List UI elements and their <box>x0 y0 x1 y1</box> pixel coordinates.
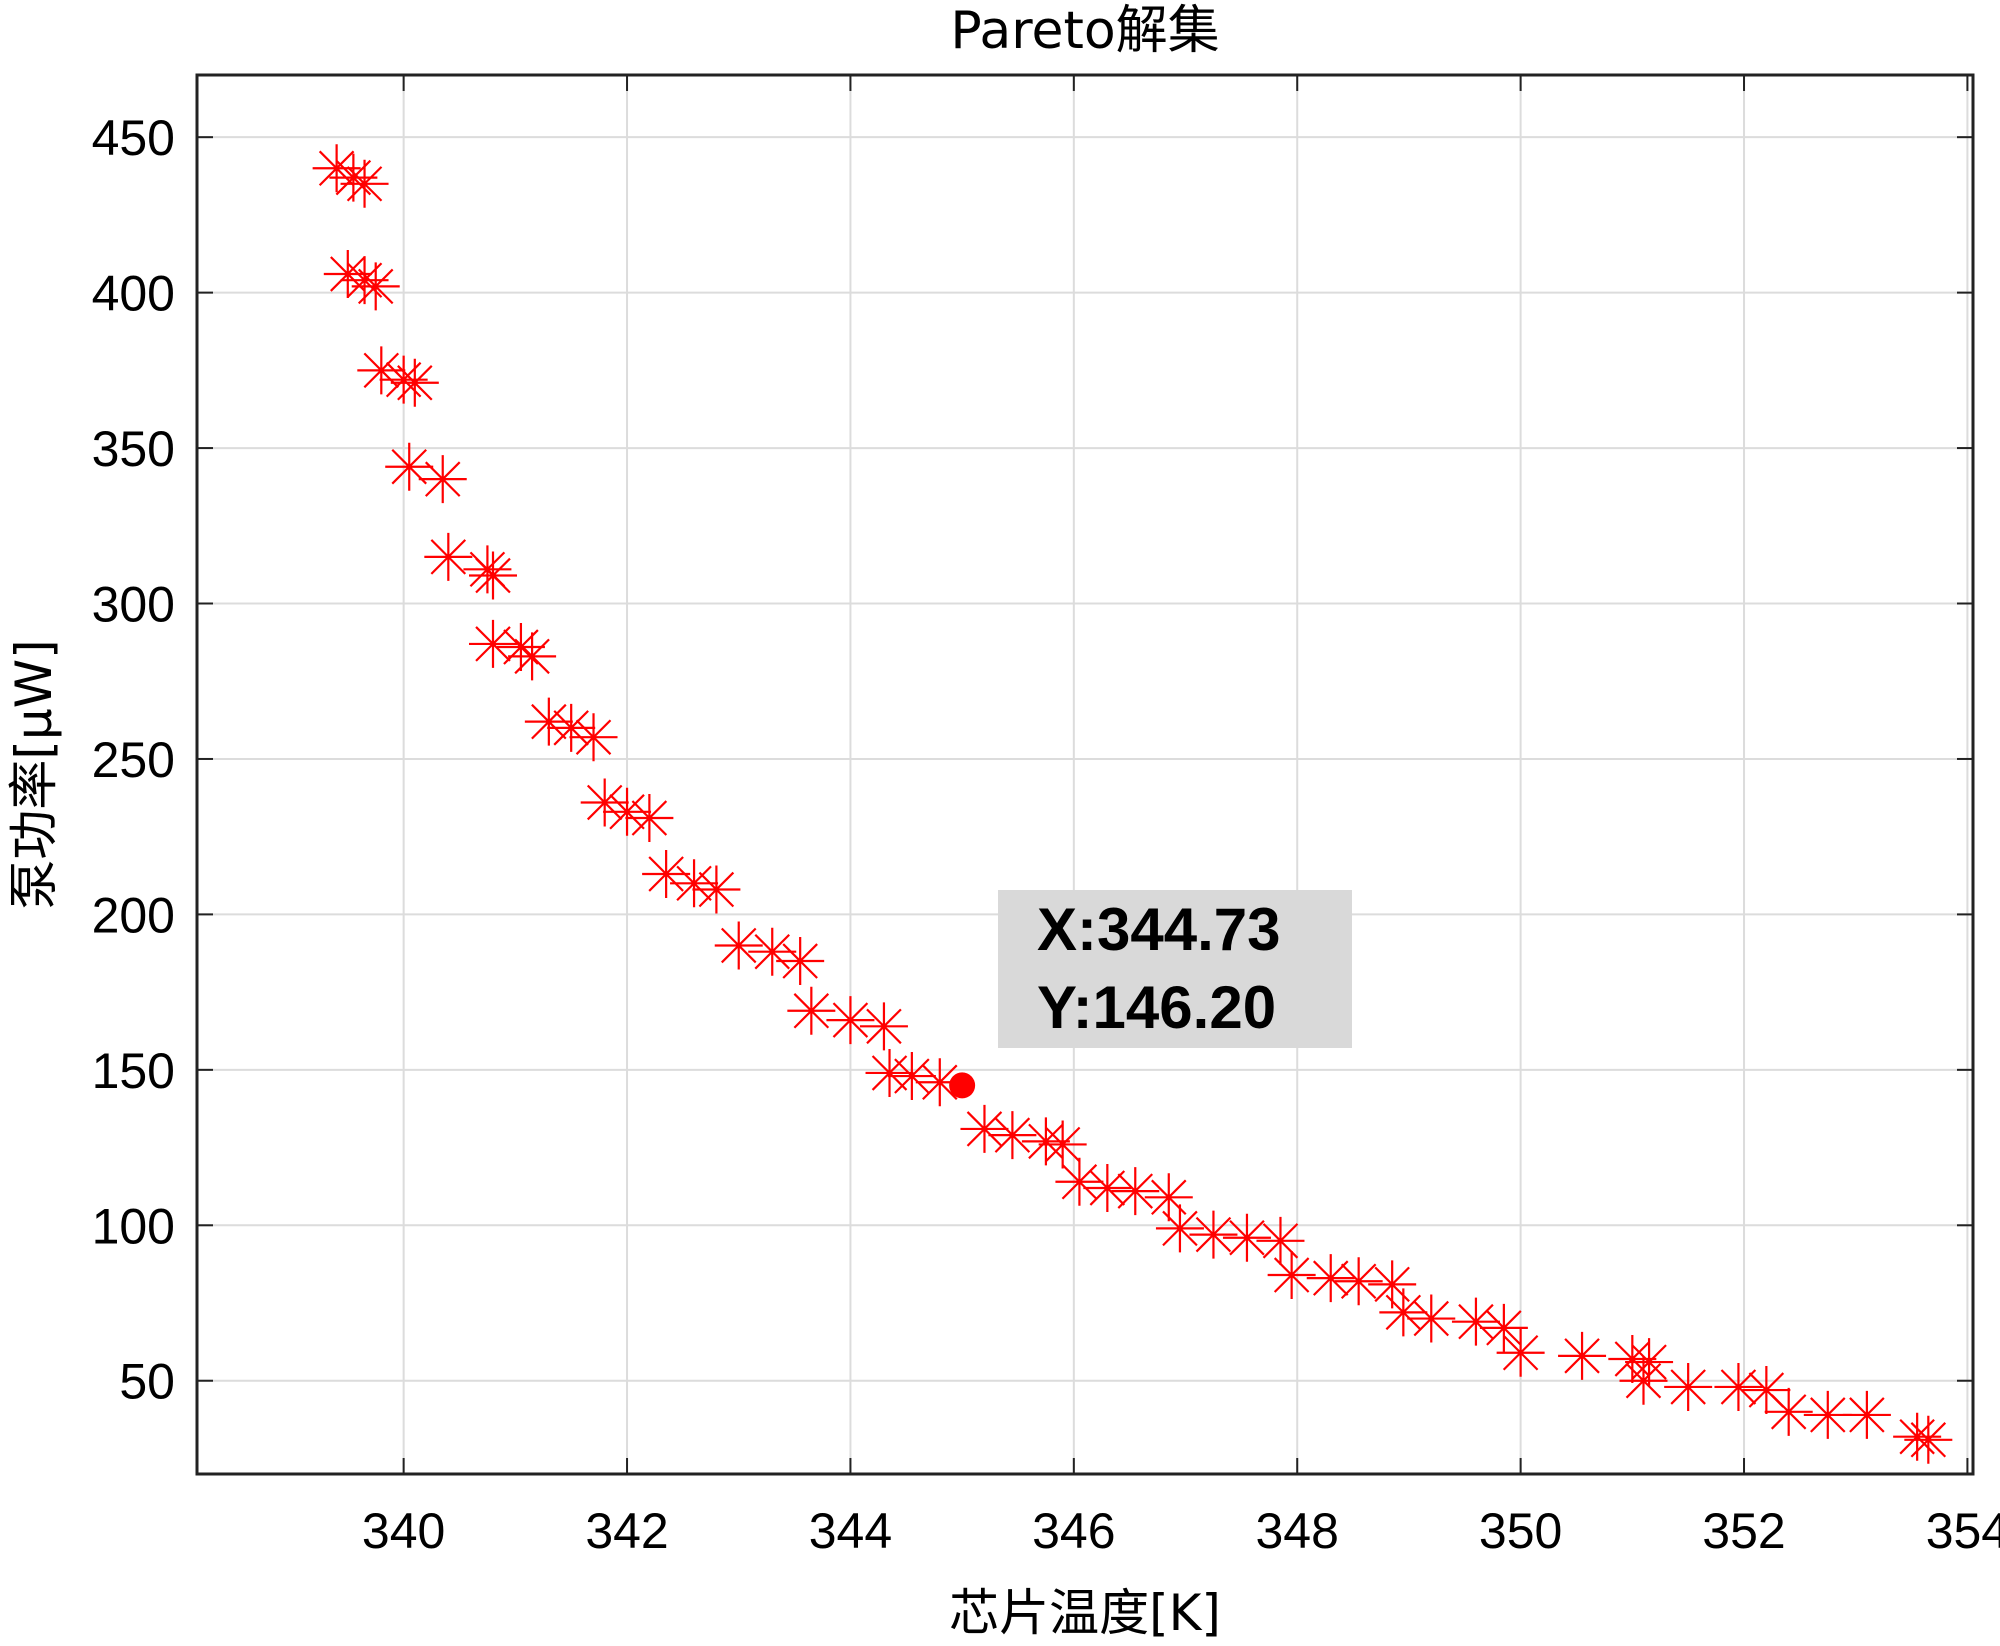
data-point <box>569 713 618 762</box>
data-point <box>1222 1213 1271 1262</box>
plot-area <box>197 75 1973 1474</box>
plot-frame <box>195 73 1975 1476</box>
chart-title: Pareto解集 <box>950 1 1219 61</box>
data-point <box>424 532 473 581</box>
data-point <box>1256 1216 1305 1265</box>
data-point <box>340 159 389 208</box>
data-point <box>1619 1356 1668 1405</box>
data-point <box>351 262 400 311</box>
data-point <box>865 1048 914 1097</box>
data-point <box>1479 1303 1528 1352</box>
datatip-y-label: Y:146.20 <box>1037 974 1276 1041</box>
y-axis-title: 泵功率[μW] <box>5 639 63 909</box>
data-point <box>1055 1157 1104 1206</box>
data-point <box>1189 1210 1238 1259</box>
x-tick-label: 340 <box>362 1503 445 1559</box>
data-point <box>1334 1257 1383 1306</box>
data-point <box>323 249 372 298</box>
data-point <box>960 1104 1009 1153</box>
data-point <box>859 1002 908 1051</box>
data-point <box>748 927 797 976</box>
x-tick-label: 350 <box>1479 1503 1562 1559</box>
data-point <box>1904 1415 1953 1464</box>
data-point <box>1803 1390 1852 1439</box>
data-point <box>1742 1366 1791 1415</box>
data-point <box>1111 1167 1160 1216</box>
data-point <box>1368 1260 1417 1309</box>
datatip-x-label: X:344.73 <box>1037 896 1281 963</box>
data-point <box>887 1052 936 1101</box>
axis-ticks: 340 342 344 346 348 350 352 354 50 100 150 200 250 30… <box>92 75 2000 1559</box>
data-point <box>1038 1120 1087 1169</box>
y-tick-label: 350 <box>92 421 175 477</box>
y-tick-label: 450 <box>92 110 175 166</box>
data-point <box>1379 1288 1428 1337</box>
x-tick-label: 346 <box>1032 1503 1115 1559</box>
data-point <box>329 153 378 202</box>
data-point <box>385 442 434 491</box>
y-tick-label: 250 <box>92 732 175 788</box>
data-point <box>390 358 439 407</box>
data-point <box>670 859 719 908</box>
data-point <box>508 632 557 681</box>
data-point <box>692 865 741 914</box>
data-point <box>1155 1204 1204 1253</box>
data-point <box>1306 1254 1355 1303</box>
x-tick-label: 342 <box>585 1503 668 1559</box>
data-point <box>524 697 573 746</box>
data-point <box>714 921 763 970</box>
datatip-point[interactable] <box>949 1072 976 1099</box>
data-point <box>357 346 406 395</box>
grid-lines <box>197 75 1973 1474</box>
data-point <box>625 794 674 843</box>
data-point <box>1451 1297 1500 1346</box>
data-point <box>418 455 467 504</box>
data-point <box>915 1058 964 1107</box>
x-tick-label: 348 <box>1256 1503 1339 1559</box>
data-point <box>603 787 652 836</box>
data-series <box>312 144 1953 1464</box>
data-point <box>580 778 629 827</box>
x-tick-label: 352 <box>1702 1503 1785 1559</box>
y-tick-label: 100 <box>92 1198 175 1254</box>
y-tick-label: 200 <box>92 887 175 943</box>
data-point <box>1664 1362 1713 1411</box>
data-point <box>1714 1362 1763 1411</box>
data-point <box>1558 1331 1607 1380</box>
datatip-background <box>998 890 1352 1048</box>
data-point <box>496 623 545 672</box>
data-point <box>1893 1412 1942 1461</box>
data-point <box>642 849 691 898</box>
data-point <box>1842 1390 1891 1439</box>
y-tick-label: 400 <box>92 266 175 322</box>
data-point <box>1625 1338 1674 1387</box>
data-point <box>826 996 875 1045</box>
datatip[interactable]: X:344.73 Y:146.20 <box>998 890 1352 1048</box>
y-tick-label: 50 <box>119 1354 175 1410</box>
data-point <box>1144 1173 1193 1222</box>
y-tick-label: 150 <box>92 1043 175 1099</box>
data-point <box>1764 1387 1813 1436</box>
x-tick-label: 344 <box>809 1503 892 1559</box>
data-point <box>1083 1163 1132 1212</box>
y-tick-label: 300 <box>92 577 175 633</box>
data-point <box>1496 1328 1545 1377</box>
data-point <box>547 703 596 752</box>
data-point <box>340 256 389 305</box>
data-point <box>988 1111 1037 1160</box>
data-point <box>469 551 517 600</box>
data-point <box>379 355 428 404</box>
data-point <box>1267 1251 1316 1300</box>
data-point <box>787 986 836 1035</box>
data-point <box>469 619 517 668</box>
x-tick-label: 354 <box>1926 1503 2000 1559</box>
data-point <box>1407 1294 1456 1343</box>
x-axis-title: 芯片温度[K] <box>949 1584 1221 1642</box>
data-point <box>1021 1117 1070 1166</box>
data-point <box>776 937 825 986</box>
data-point <box>312 144 361 193</box>
data-point <box>1608 1334 1657 1383</box>
